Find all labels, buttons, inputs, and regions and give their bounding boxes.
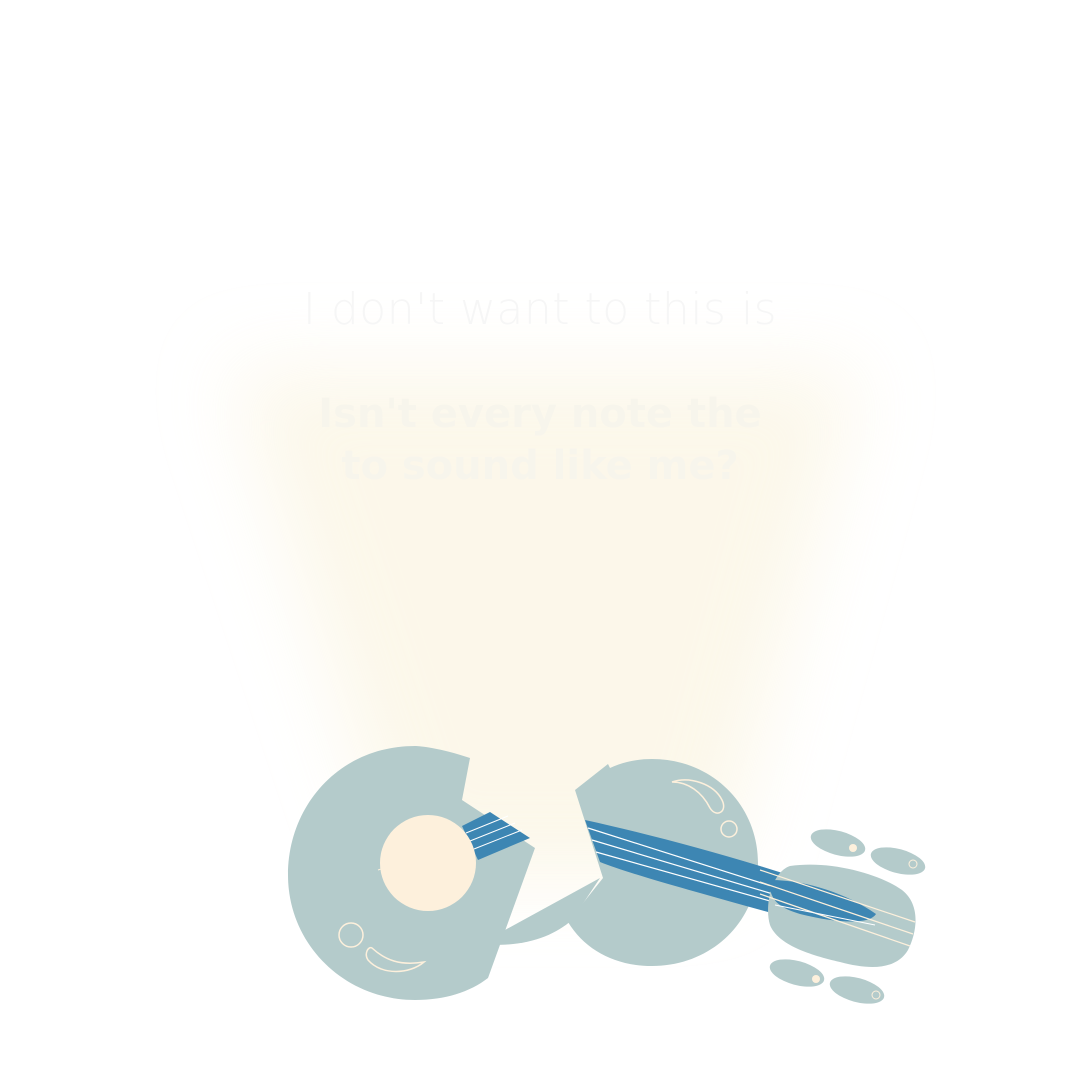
guitar-body-left — [288, 746, 600, 1000]
heading-line-2a: Isn't every note the — [318, 391, 762, 437]
tuning-pegs — [769, 829, 926, 1004]
heading-line-2b: to sound like me? — [341, 443, 739, 489]
heading-line-1: I don't want to this is — [302, 284, 778, 335]
heading-line-2: Isn't every note the to sound like me? — [0, 388, 1080, 492]
guitar-headstock — [759, 864, 916, 967]
